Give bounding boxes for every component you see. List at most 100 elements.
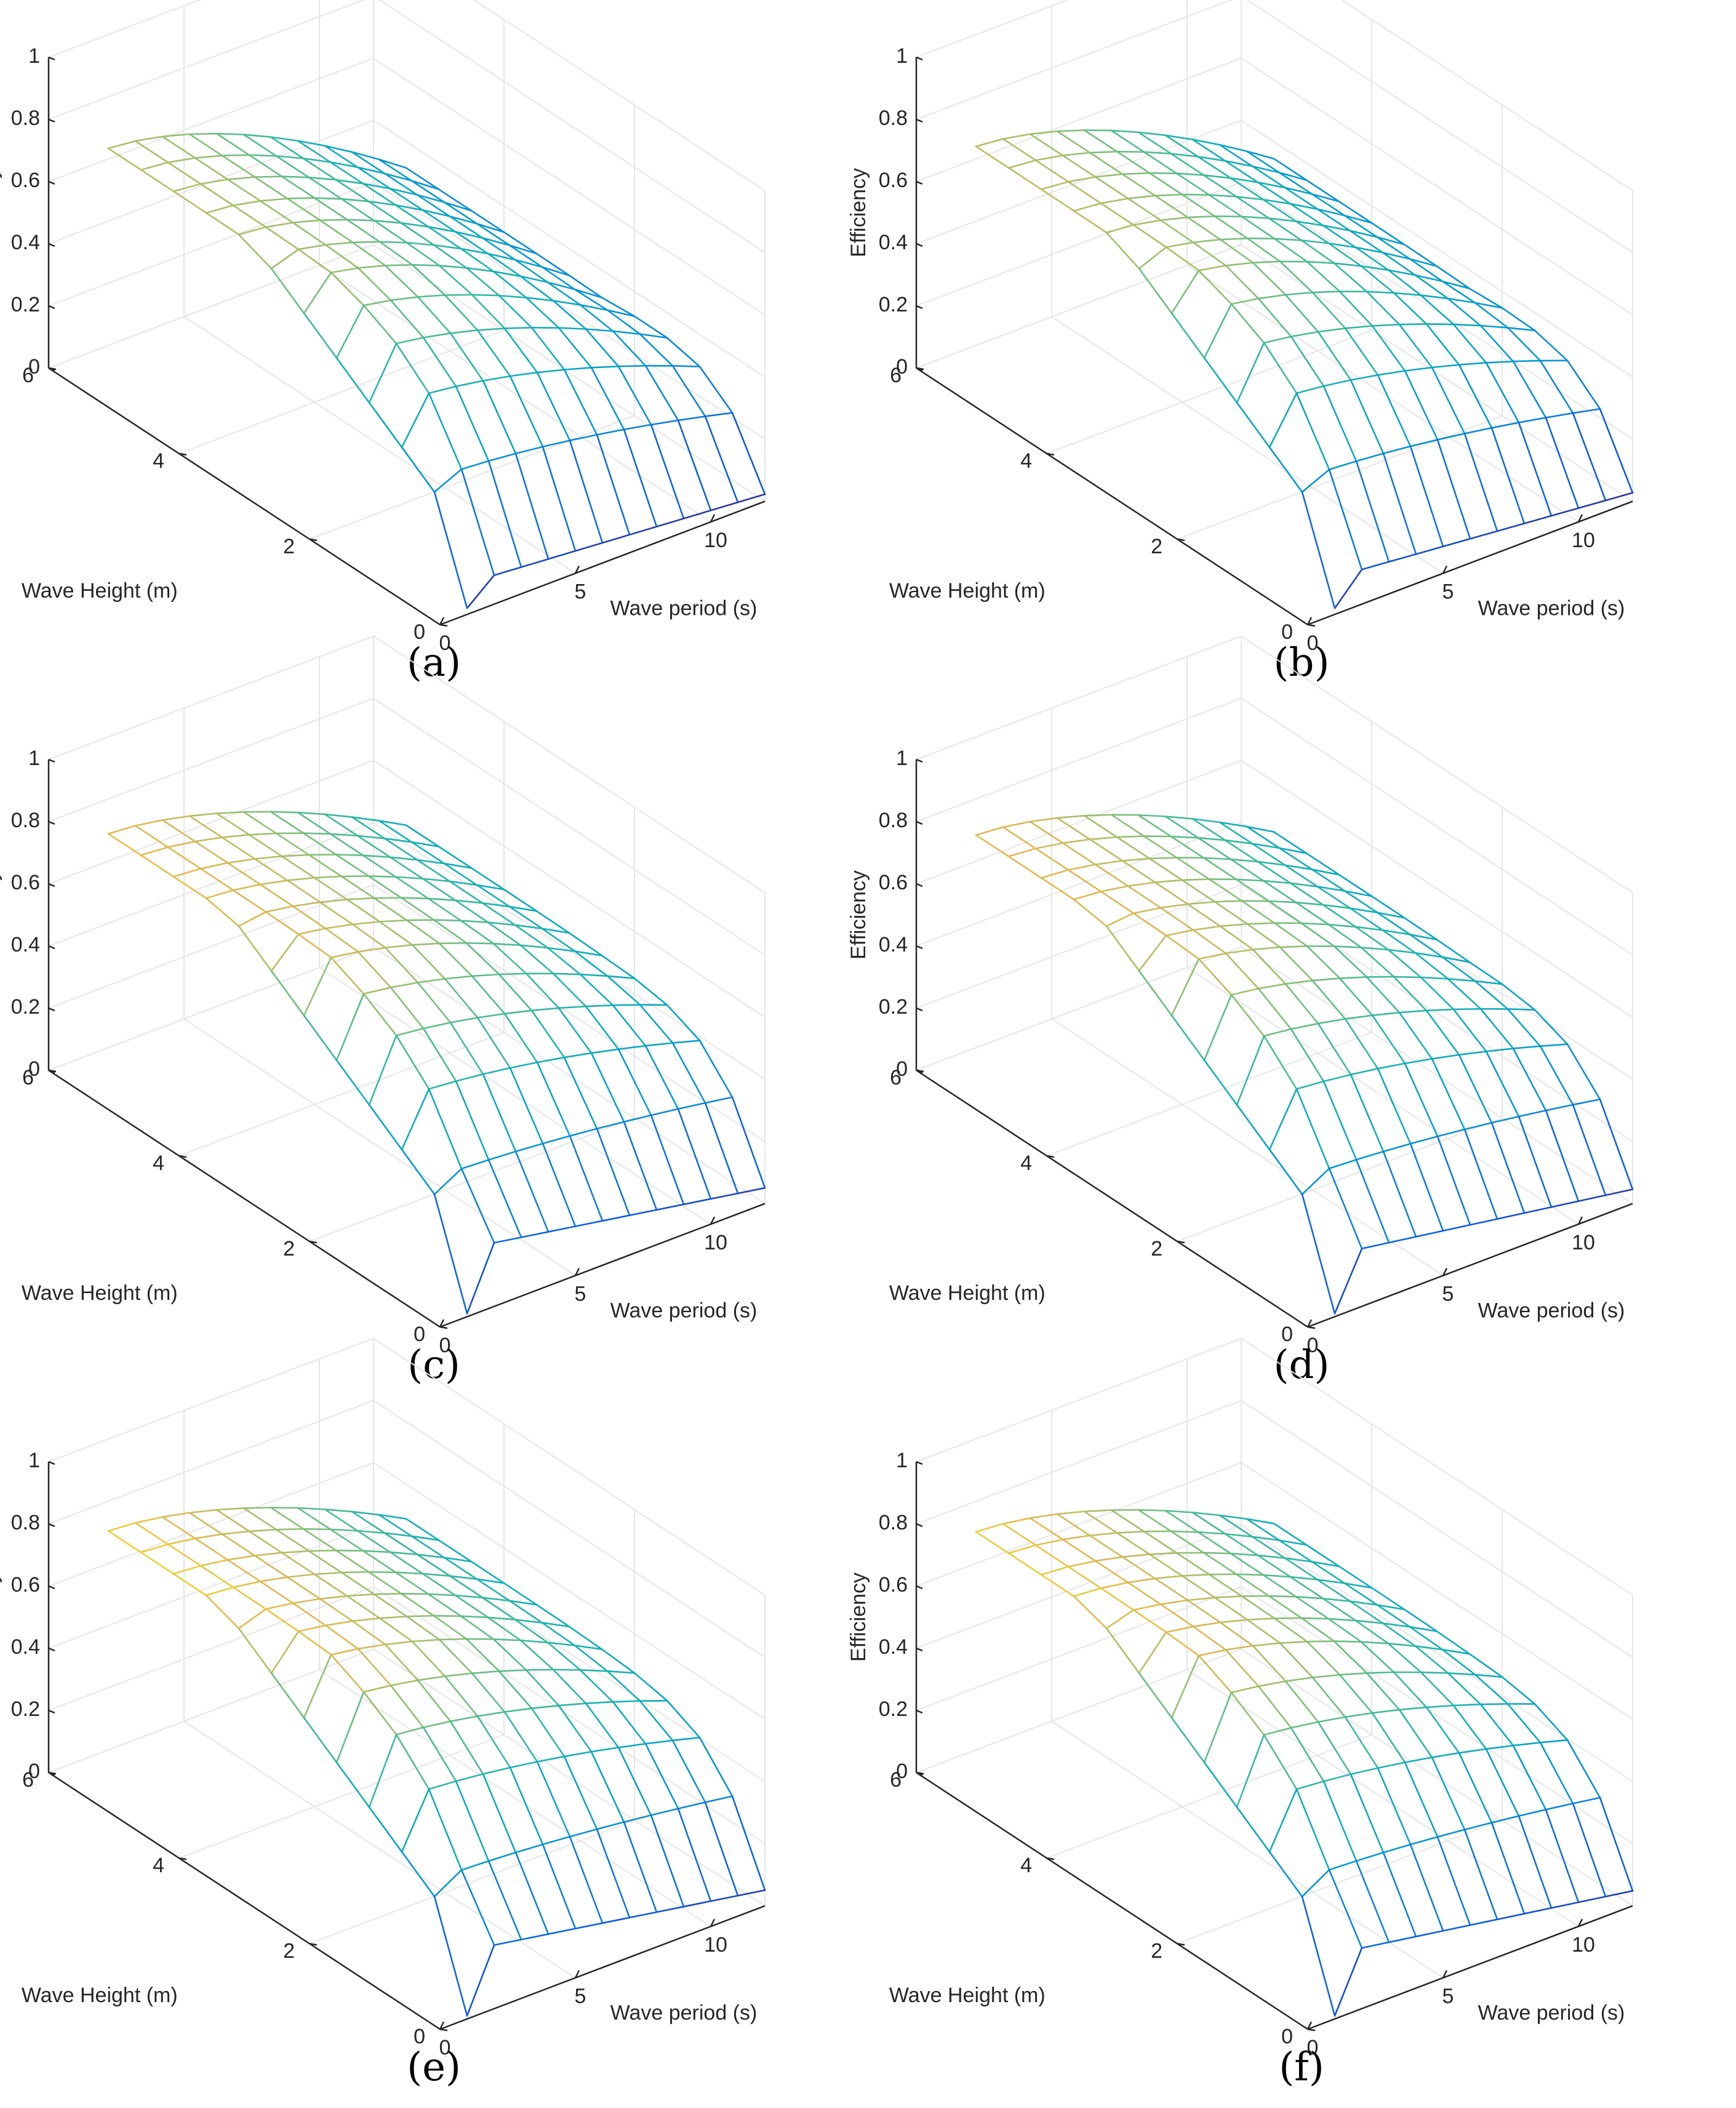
surface-mesh-edge (1354, 246, 1384, 254)
surface-mesh-edge (1175, 1552, 1210, 1576)
surface-mesh-edge (368, 1733, 398, 1808)
surface-mesh-edge (1100, 202, 1135, 226)
surface-mesh-edge (1110, 1509, 1145, 1533)
surface-mesh-edge (585, 328, 614, 332)
surface-mesh-edge (542, 1135, 571, 1145)
surface-mesh-edge (401, 1788, 430, 1853)
surface-mesh-edge (1479, 1008, 1514, 1049)
surface-mesh-edge (1295, 220, 1324, 226)
surface-mesh-edge (1338, 291, 1374, 327)
surface-mesh-edge (1295, 1596, 1330, 1620)
surface-mesh-edge (1376, 912, 1406, 919)
surface-mesh-edge (172, 190, 207, 214)
surface-mesh-edge (1007, 1552, 1042, 1576)
surface-mesh-edge (682, 1900, 712, 1908)
x-tick (1577, 1216, 1583, 1225)
surface-mesh-edge (520, 1231, 550, 1238)
surface-mesh-edge (1230, 1552, 1265, 1576)
surface-mesh-edge (1241, 215, 1276, 240)
surface-mesh-edge (1241, 1595, 1276, 1619)
surface-mesh-edge (1257, 1685, 1292, 1729)
surface-mesh-edge (975, 1523, 1004, 1533)
surface-mesh-edge (585, 1702, 620, 1749)
surface-mesh-edge (1214, 215, 1243, 218)
surface-mesh-edge (1224, 839, 1259, 863)
surface-mesh-edge (975, 834, 1010, 857)
surface-mesh-edge (1235, 1573, 1270, 1597)
surface-mesh-edge (1175, 172, 1210, 196)
chart-panel-3: 0 0.2 0.4 0.6 0.8 1 0 5 10 0 2 4 6 Wave period (s) Wav… (0, 635, 868, 1405)
z-tick (48, 56, 55, 61)
surface-mesh-edge (1257, 860, 1292, 884)
grid-line (48, 1400, 374, 1525)
surface-mesh-edge (329, 161, 364, 185)
surface-mesh-edge (1268, 1788, 1298, 1853)
surface-mesh-edge (1236, 1104, 1271, 1151)
surface-mesh-edge (346, 897, 375, 900)
surface-mesh-edge (1203, 993, 1233, 1061)
surface-mesh-edge (340, 875, 375, 899)
surface-mesh-edge (1236, 401, 1271, 449)
surface-mesh-edge (1338, 1672, 1368, 1676)
surface-mesh-edge (1040, 1566, 1070, 1576)
grid-line (178, 1734, 505, 1859)
surface-mesh-edge (1338, 976, 1368, 979)
surface-mesh-edge (579, 304, 609, 311)
surface-mesh-edge (1377, 1761, 1406, 1769)
surface-mesh-edge (650, 1114, 685, 1206)
surface-mesh-edge (395, 337, 425, 345)
surface-mesh-edge (542, 1835, 571, 1846)
surface-mesh-edge (1403, 243, 1438, 267)
surface-mesh-edge (623, 1114, 652, 1123)
surface-mesh-edge (1506, 327, 1536, 332)
surface-mesh-edge (1218, 1514, 1248, 1520)
surface-mesh-edge (1431, 1058, 1466, 1131)
surface-mesh-edge (449, 1017, 479, 1024)
surface-mesh-edge (1387, 948, 1417, 954)
surface-mesh-edge (1409, 1843, 1444, 1932)
surface-mesh-edge (1566, 1739, 1601, 1799)
surface-mesh-edge (1290, 331, 1319, 338)
grid-line (373, 1648, 766, 1907)
surface-mesh-edge (1127, 1581, 1162, 1605)
z-tick (916, 1647, 923, 1652)
surface-mesh-edge (1447, 978, 1476, 982)
surface-mesh-edge (601, 955, 636, 979)
surface-mesh-edge (378, 1513, 407, 1520)
surface-mesh-edge (351, 921, 381, 926)
surface-mesh-edge (1225, 948, 1254, 955)
y-tick-label: 4 (153, 1854, 164, 1877)
surface-mesh-edge (519, 275, 554, 302)
y-tick (178, 1857, 187, 1861)
grid-lines (916, 635, 1633, 1328)
surface-mesh-edge (1295, 1080, 1325, 1090)
surface-mesh-edge (498, 1670, 533, 1709)
grid-line (48, 0, 201, 58)
surface-mesh-edge (444, 1672, 473, 1677)
surface-mesh-edge (552, 300, 587, 330)
surface-mesh-edge (438, 846, 473, 869)
surface-mesh-edge (1425, 1009, 1460, 1056)
surface-mesh-edge (443, 862, 473, 869)
surface-mesh-edge (574, 542, 604, 552)
surface-mesh-edge (443, 1557, 478, 1581)
surface-mesh-edge (1284, 291, 1314, 296)
y-tick (1177, 1240, 1185, 1244)
surface-mesh-edge (1159, 1599, 1189, 1605)
surface-mesh-edge (346, 899, 381, 923)
surface-mesh-edge (1431, 364, 1460, 369)
surface-mesh-edge (508, 905, 543, 930)
surface-mesh-edge (1273, 158, 1308, 181)
y-tick-label: 4 (1020, 449, 1032, 473)
surface-mesh-edge (1208, 194, 1243, 218)
surface-mesh-edge (395, 1027, 425, 1036)
surface-mesh-edge (395, 1733, 430, 1790)
surface-mesh-edge (465, 267, 500, 297)
surface-mesh-edge (449, 329, 479, 334)
surface-mesh-edge (1127, 1577, 1156, 1584)
surface-mesh-edge (362, 299, 392, 307)
surface-mesh-edge (1083, 1509, 1113, 1513)
surface-mesh-edge (601, 1214, 631, 1222)
surface-mesh-edge (373, 1593, 408, 1617)
